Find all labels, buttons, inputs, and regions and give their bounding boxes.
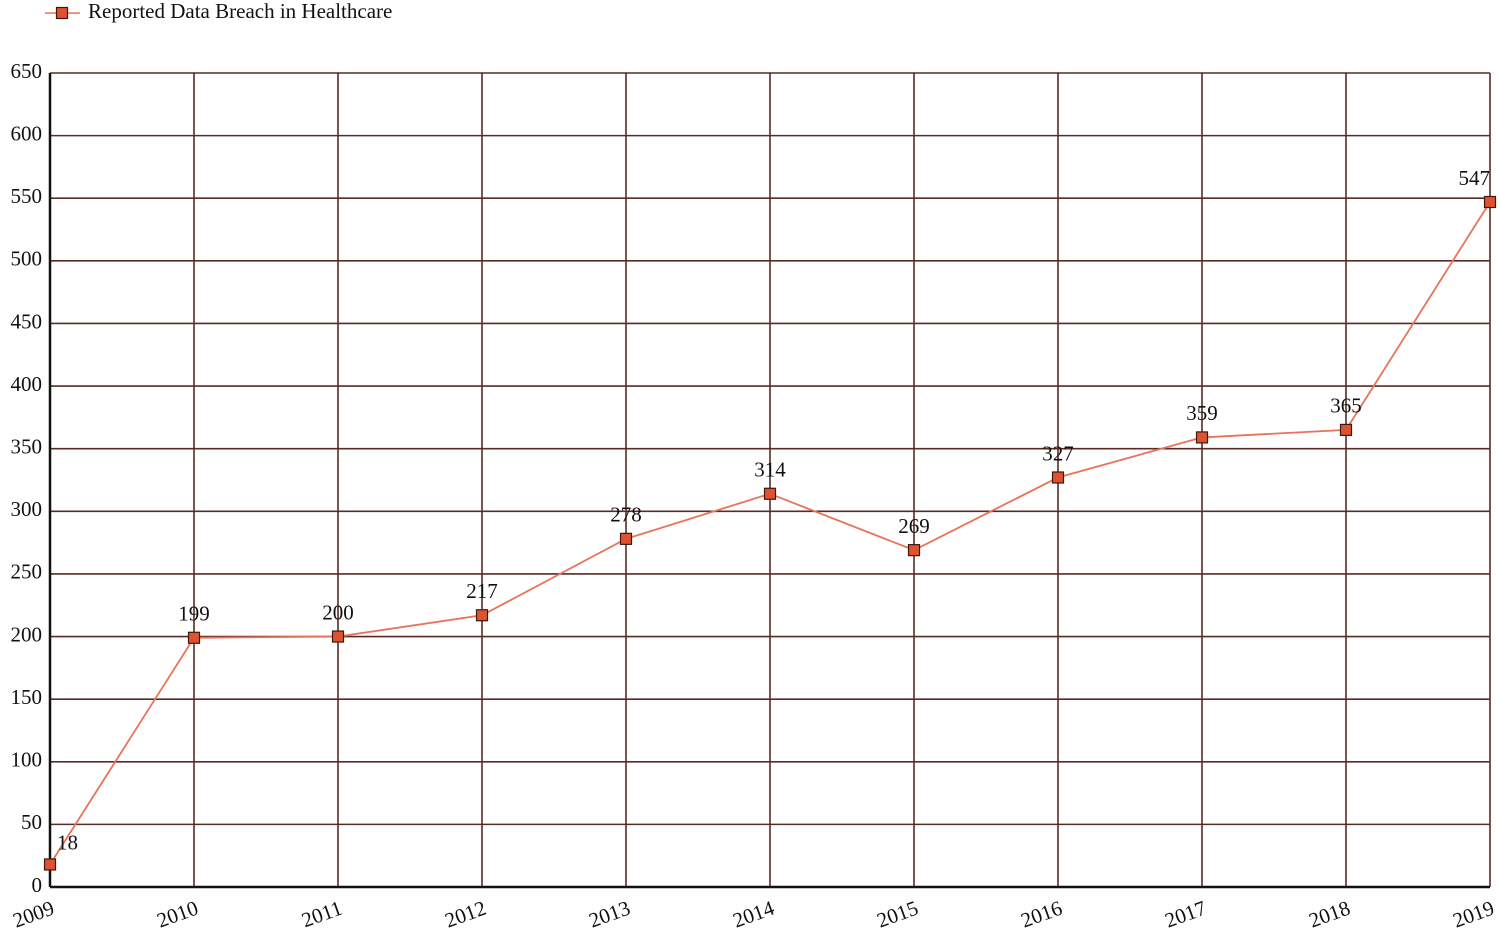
y-tick-label: 200 [11,622,43,646]
data-point [763,487,777,500]
y-tick-label: 150 [11,685,43,709]
x-tick-label: 2016 [1018,896,1066,933]
legend: Reported Data Breach in Healthcare [45,0,392,23]
x-tick-label: 2014 [730,895,778,932]
x-tick-label: 2009 [10,896,58,933]
x-tick-label: 2019 [1450,896,1498,933]
y-tick-label: 400 [11,372,43,396]
data-point [1339,423,1353,437]
x-tick-label: 2012 [442,896,490,933]
x-tick-label: 2018 [1306,896,1354,933]
data-label: 314 [754,458,786,482]
x-tick-label: 2015 [874,896,922,933]
data-point [1051,471,1065,484]
data-label: 269 [898,514,930,538]
data-label: 278 [610,503,642,527]
data-point [475,609,489,622]
y-tick-label: 600 [11,121,43,145]
data-point [1483,195,1497,209]
data-point [331,630,345,643]
y-tick-label: 300 [11,497,43,521]
legend-marker [55,6,69,20]
y-tick-label: 450 [11,309,43,333]
y-tick-label: 550 [11,184,43,208]
data-point [43,858,57,871]
x-tick-label: 2017 [1162,896,1210,933]
y-tick-label: 350 [11,435,43,459]
data-label: 199 [178,602,210,626]
y-tick-label: 100 [11,748,43,772]
data-point [907,544,921,557]
y-tick-label: 0 [32,873,43,897]
data-label: 217 [466,579,498,603]
data-label: 547 [1459,166,1491,190]
y-tick-label: 50 [21,810,42,834]
y-tick-label: 650 [11,59,43,83]
x-tick-label: 2010 [154,896,202,933]
y-tick-label: 500 [11,247,43,271]
data-label: 327 [1042,441,1074,465]
data-point [619,532,633,545]
data-point [1195,431,1209,444]
x-tick-label: 2013 [586,896,634,933]
data-label: 200 [322,600,354,624]
legend-label: Reported Data Breach in Healthcare [88,0,392,23]
data-label: 18 [57,830,78,854]
data-label: 359 [1186,401,1218,425]
data-point [187,631,201,644]
x-tick-label: 2011 [298,896,345,933]
y-tick-label: 250 [11,560,43,584]
data-label: 365 [1330,394,1362,418]
